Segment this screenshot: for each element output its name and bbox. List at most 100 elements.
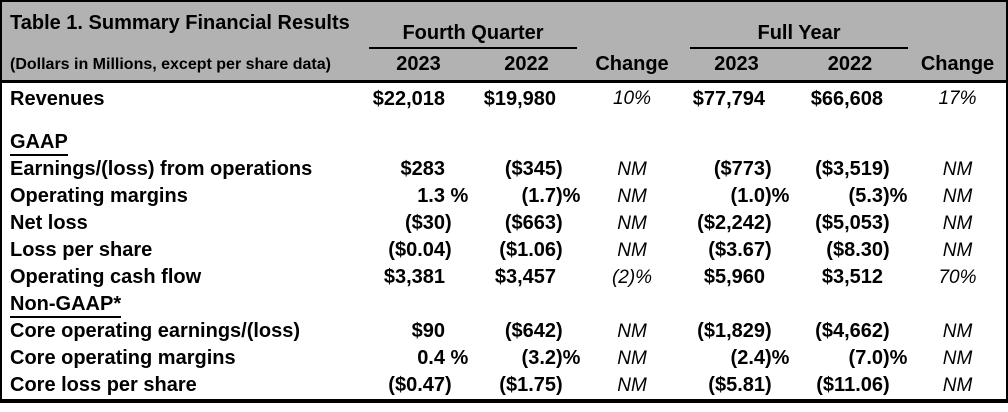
cell-fy-change: 17% (938, 88, 977, 109)
financial-results-table: Table 1. Summary Financial Results Fourt… (0, 0, 1008, 403)
section-label: Non-GAAP* (2, 293, 366, 318)
cell-fq-2023: 0.4 % (417, 347, 469, 369)
header-fq-2022: 2022 (504, 53, 549, 75)
row-label-text: Net loss (10, 212, 88, 234)
cell-fy-change: NM (942, 320, 973, 342)
cell-fy-2022: ($5,053) (815, 212, 890, 234)
row-label: Net loss (2, 212, 366, 235)
cell-fq-2023: $283 (400, 158, 446, 180)
header-spacer (582, 2, 682, 49)
cell-fy-change: NM (942, 374, 973, 396)
cell-fq-2022: $3,457 (494, 266, 556, 288)
cell-fq-change: NM (617, 320, 647, 342)
row-label: Core operating margins (2, 347, 366, 370)
cell-fy-change: NM (942, 212, 973, 234)
cell-fy-2023: ($5.81) (708, 374, 772, 396)
cell-fq-2022: ($345) (504, 158, 563, 180)
cell-fy-2022: $66,608 (810, 87, 883, 110)
row-label-text: Core operating margins (10, 347, 236, 369)
cell-fq-2023: ($30) (404, 212, 452, 234)
cell-fq-2022: ($1.06) (499, 239, 563, 261)
cell-fq-change: NM (617, 212, 647, 234)
header-spacer (909, 2, 1006, 49)
header-fy-change: Change (920, 53, 995, 75)
header-row-groups: Table 1. Summary Financial Results Fourt… (2, 2, 1006, 49)
cell-fq-2023: $90 (411, 320, 445, 342)
cell-fy-2022: ($4,662) (815, 320, 890, 342)
cell-fq-2023: 1.3 % (417, 185, 469, 207)
cell-fy-change: NM (942, 239, 973, 261)
column-group-full-year-label: Full Year (690, 22, 908, 49)
cell-fq-2023: ($0.04) (388, 239, 452, 261)
cell-fy-2023: ($2,242) (697, 212, 772, 234)
cell-fq-change: NM (617, 347, 647, 369)
header-fq-2023: 2023 (396, 53, 441, 75)
cell-fq-2022: $19,980 (483, 87, 556, 110)
cell-fy-change: NM (942, 347, 973, 369)
section-row: Non-GAAP* (2, 291, 1006, 318)
row-label-text: GAAP (10, 131, 68, 156)
table-title: Table 1. Summary Financial Results (10, 12, 350, 34)
cell-fy-2023: (1.0)% (730, 185, 790, 207)
section-label: GAAP (2, 131, 366, 156)
row-label: Revenues (2, 88, 366, 111)
cell-fq-change: NM (617, 374, 647, 396)
cell-fq-change: 10% (612, 88, 652, 109)
cell-fq-2022: ($663) (504, 212, 563, 234)
cell-fq-2022: (3.2)% (521, 347, 581, 369)
cell-fy-2023: $77,794 (692, 87, 765, 110)
table-row: Operating cash flow $3,381 $3,457 (2)% $5,96… (2, 264, 1006, 291)
cell-fy-2022: (5.3)% (848, 185, 908, 207)
table-header: Table 1. Summary Financial Results Fourt… (2, 2, 1006, 83)
row-label-text: Revenues (10, 87, 105, 110)
table-subtitle: (Dollars in Millions, except per share d… (10, 55, 331, 73)
header-fy-2023: 2023 (714, 53, 759, 75)
row-label: Earnings/(loss) from operations (2, 158, 366, 181)
spacer-row (2, 115, 1006, 129)
cell-fy-2022: (7.0)% (848, 347, 908, 369)
cell-fq-change: NM (617, 185, 647, 207)
row-label: Core loss per share (2, 374, 366, 397)
row-label-text: Operating margins (10, 185, 188, 207)
row-label: Core operating earnings/(loss) (2, 320, 366, 343)
table-row: Loss per share ($0.04) ($1.06) NM ($3.67) ($8… (2, 237, 1006, 264)
row-label-text: Earnings/(loss) from operations (10, 158, 313, 180)
section-row: GAAP (2, 129, 1006, 156)
column-group-fourth-quarter: Fourth Quarter (366, 2, 582, 49)
cell-fy-2022: $3,512 (821, 266, 883, 288)
row-label: Loss per share (2, 239, 366, 262)
table-row: Core operating margins 0.4 % (3.2)% NM (2.4)… (2, 345, 1006, 372)
cell-fy-2022: ($8.30) (826, 239, 890, 261)
header-row-columns: (Dollars in Millions, except per share d… (2, 49, 1006, 80)
cell-fq-change: (2)% (611, 266, 653, 288)
cell-fy-change: NM (942, 185, 973, 207)
cell-fy-2022: ($11.06) (816, 374, 890, 396)
table-row: Core operating earnings/(loss) $90 ($642) N… (2, 318, 1006, 345)
table-row: Operating margins 1.3 % (1.7)% NM (1.0)% (5.3… (2, 183, 1006, 210)
cell-fq-2023: $3,381 (383, 266, 445, 288)
cell-fy-change: 70% (938, 266, 977, 288)
cell-fq-change: NM (617, 158, 647, 180)
cell-fq-2023: ($0.47) (388, 374, 452, 396)
table-body: Revenues $22,018 $19,980 10% $77,794 $66,608 1… (2, 83, 1006, 399)
row-label-text: Core operating earnings/(loss) (10, 320, 301, 342)
table-row: Core loss per share ($0.47) ($1.75) NM ($5.8… (2, 372, 1006, 399)
column-group-fourth-quarter-label: Fourth Quarter (369, 22, 577, 49)
cell-fy-2023: ($3.67) (708, 239, 772, 261)
table-row: Revenues $22,018 $19,980 10% $77,794 $66,608 1… (2, 83, 1006, 115)
row-label-text: Core loss per share (10, 374, 197, 396)
row-label-text: Non-GAAP* (10, 293, 122, 318)
cell-fy-change: NM (942, 158, 973, 180)
cell-fy-2023: $5,960 (703, 266, 765, 288)
row-label-text: Loss per share (10, 239, 153, 261)
table-row: Earnings/(loss) from operations $283 ($345… (2, 156, 1006, 183)
column-group-full-year: Full Year (682, 2, 909, 49)
cell-fq-2022: ($642) (504, 320, 563, 342)
row-label-text: Operating cash flow (10, 266, 202, 288)
header-fy-2022: 2022 (827, 53, 873, 75)
table-row: Net loss ($30) ($663) NM ($2,242) ($5,053) NM (2, 210, 1006, 237)
cell-fq-2022: ($1.75) (499, 374, 563, 396)
cell-fq-2023: $22,018 (372, 87, 445, 110)
row-label: Operating margins (2, 185, 366, 208)
cell-fq-2022: (1.7)% (521, 185, 581, 207)
